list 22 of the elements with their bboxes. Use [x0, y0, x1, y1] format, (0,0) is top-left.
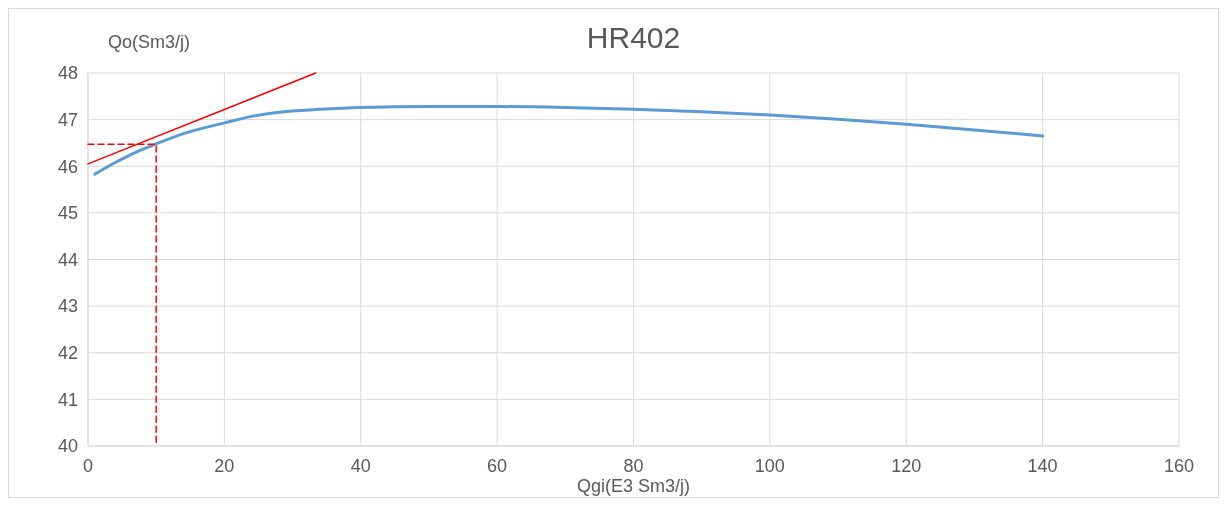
y-tick-label: 44: [57, 249, 78, 270]
x-tick-label: 40: [350, 456, 371, 476]
x-tick-label: 20: [214, 456, 235, 476]
x-tick-label: 100: [754, 456, 785, 476]
y-tick-label: 48: [57, 63, 78, 84]
y-tick-label: 46: [57, 156, 78, 177]
y-tick-label: 40: [57, 436, 78, 457]
x-tick-label: 60: [487, 456, 508, 476]
y-tick-label: 43: [57, 296, 78, 317]
line-series: [93, 105, 1045, 176]
x-axis-title: Qgi(E3 Sm3/j): [576, 476, 691, 496]
y-tick-label: 45: [57, 203, 78, 224]
y-tick-label: 41: [57, 389, 78, 410]
y-tick-label: 47: [57, 109, 78, 130]
x-tick-label: 0: [82, 456, 94, 476]
chart-title: HR402: [586, 21, 681, 54]
x-tick-label: 80: [623, 456, 644, 476]
y-axis-title: Qo(Sm3/j): [108, 32, 191, 52]
y-tick-label: 42: [57, 343, 78, 364]
x-tick-label: 160: [1163, 456, 1195, 476]
x-tick-label: 140: [1027, 456, 1058, 476]
x-tick-label: 120: [891, 456, 922, 476]
